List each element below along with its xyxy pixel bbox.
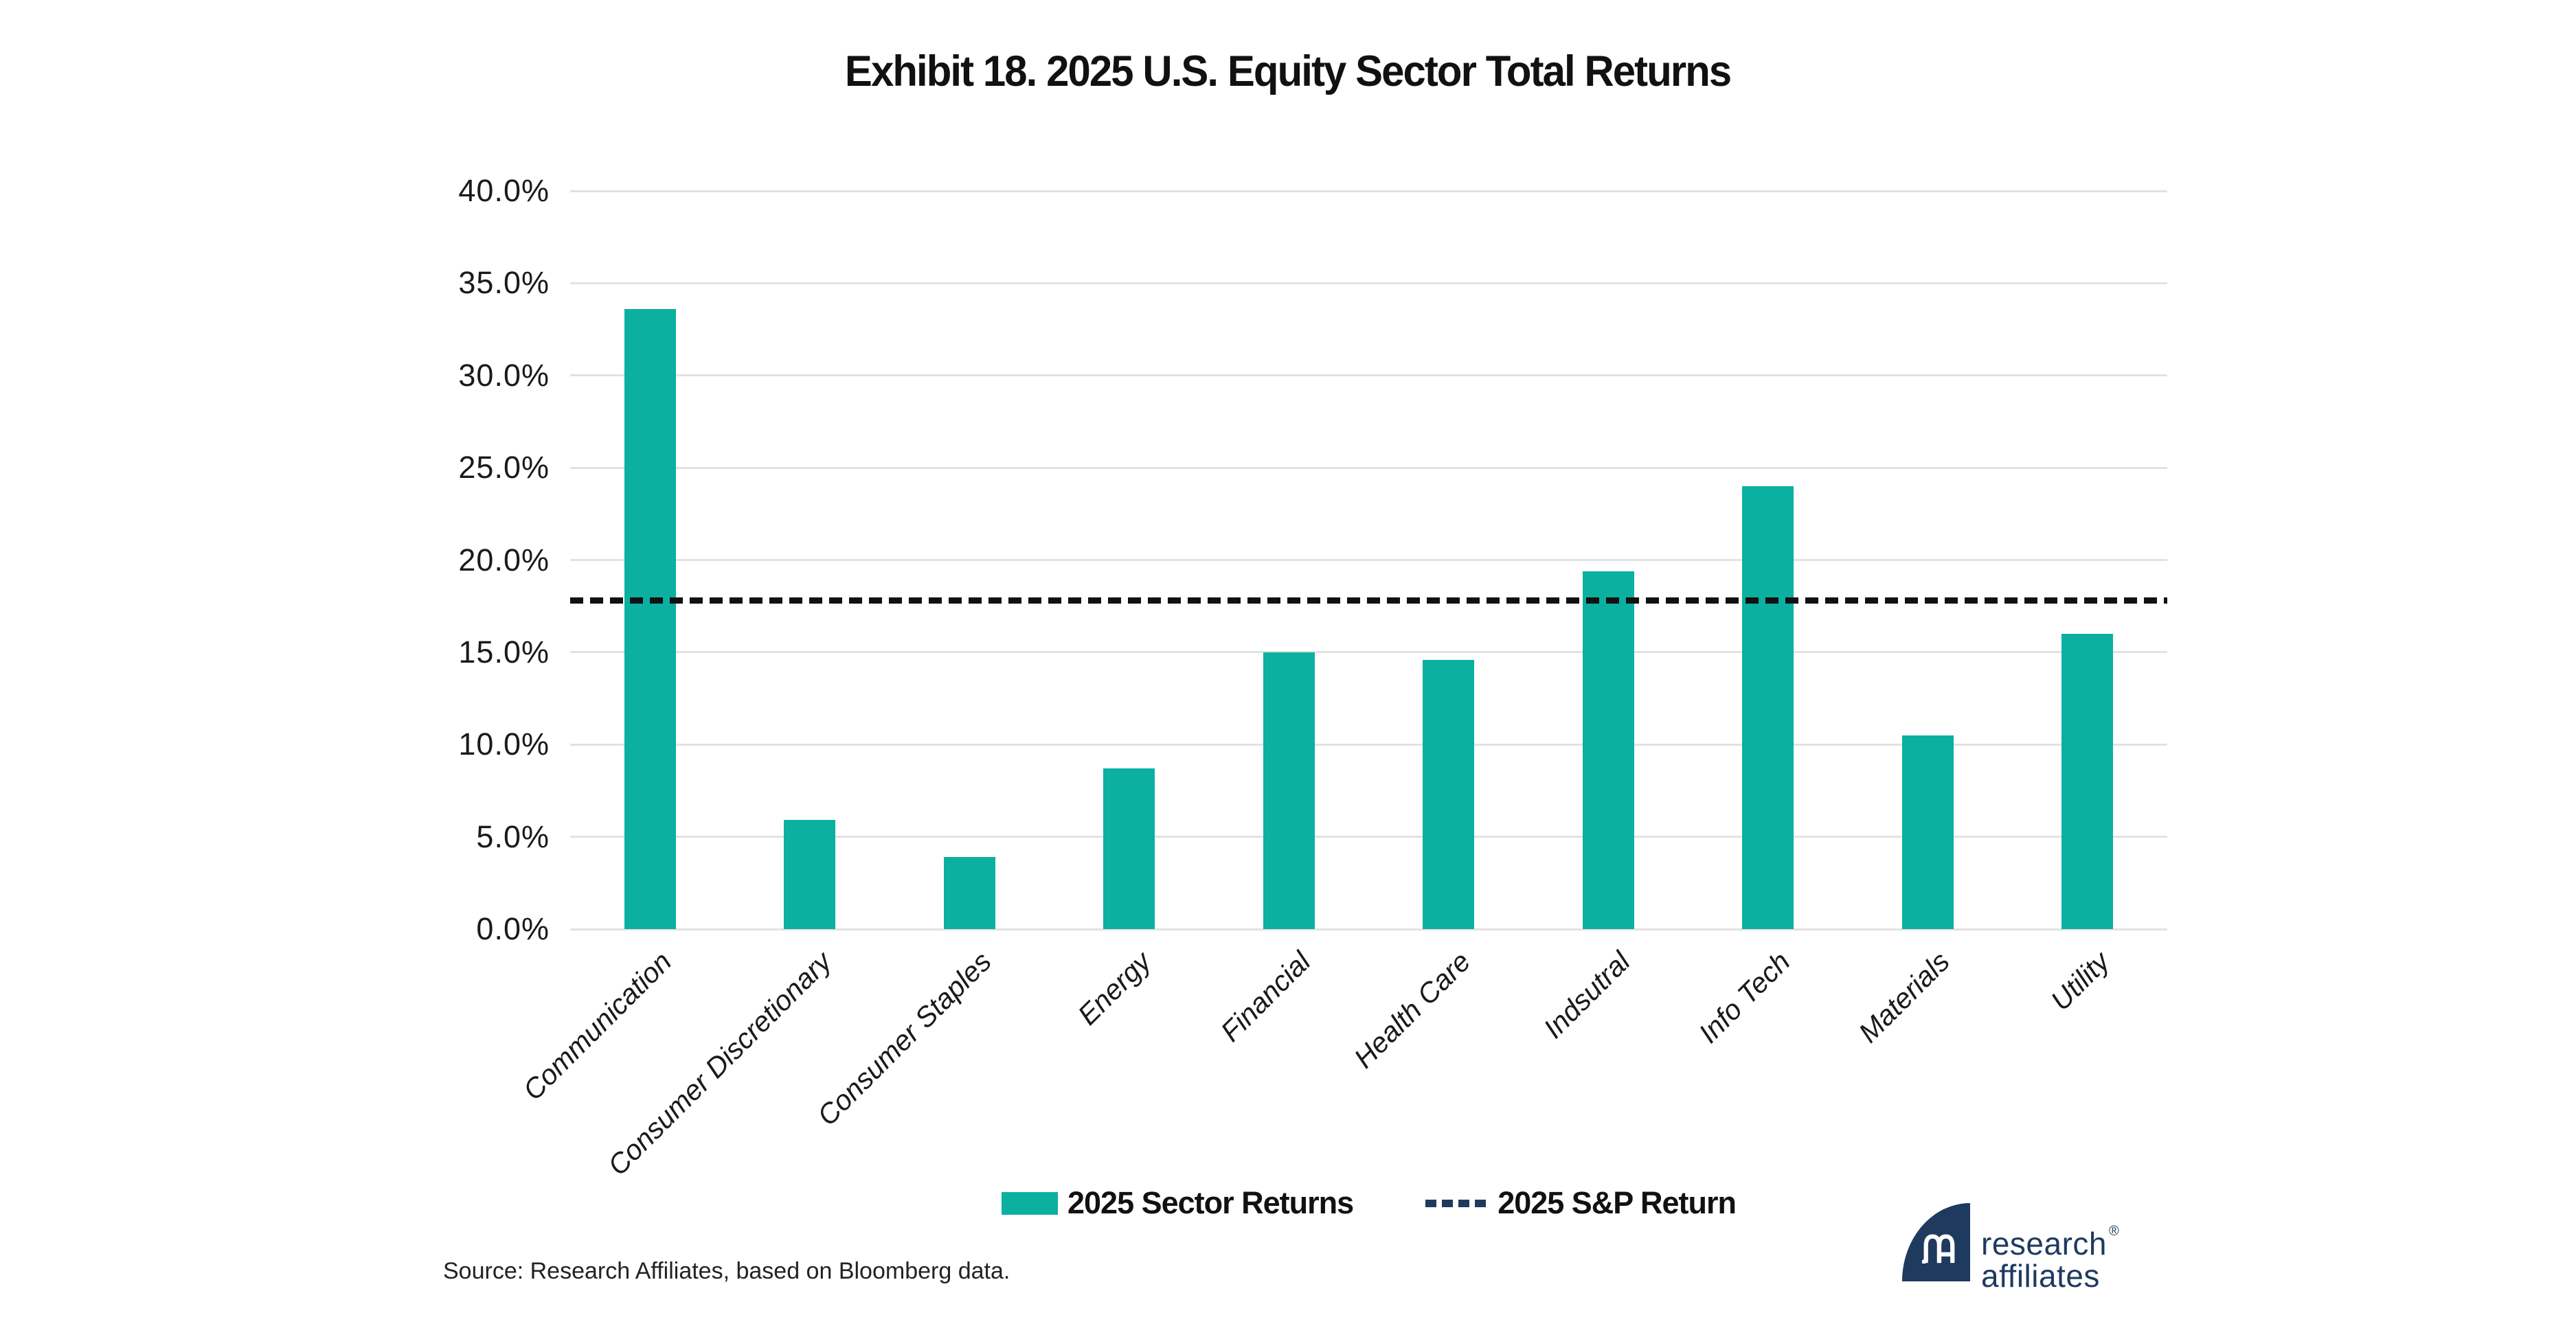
gridline-30 xyxy=(570,374,2167,377)
bar-financial xyxy=(1263,652,1315,929)
bar-consumer-staples xyxy=(943,857,995,929)
legend-item-sp-return: 2025 S&P Return xyxy=(1425,1185,1737,1221)
logo-wordmark: research ® affiliates xyxy=(1981,1215,2119,1292)
logo-line-research: research ® xyxy=(1981,1215,2119,1260)
source-note: Source: Research Affiliates, based on Bl… xyxy=(443,1258,1010,1284)
bar-communication xyxy=(624,309,676,929)
gridline-35 xyxy=(570,282,2167,284)
gridline-15 xyxy=(570,651,2167,654)
bar-health-care xyxy=(1423,659,1475,929)
y-axis-tick-label: 30.0% xyxy=(458,357,550,393)
bar-info-tech xyxy=(1742,486,1794,929)
y-axis-tick-label: 25.0% xyxy=(458,450,550,485)
x-axis-tick-label: Communication xyxy=(517,946,678,1106)
x-axis-tick-label: Utility xyxy=(2044,946,2116,1017)
x-axis-tick-label: Consumer Staples xyxy=(811,946,997,1132)
y-axis-tick-label: 15.0% xyxy=(458,634,550,670)
legend-dashed-line-icon xyxy=(1425,1199,1491,1207)
legend: 2025 Sector Returns 2025 S&P Return xyxy=(570,1185,2167,1221)
x-axis-tick-label: Financial xyxy=(1214,946,1317,1048)
bar-consumer-discretionary xyxy=(784,820,836,929)
x-axis-tick-label: Energy xyxy=(1071,946,1157,1031)
gridline-10 xyxy=(570,743,2167,746)
bar-energy xyxy=(1103,768,1155,929)
y-axis-tick-label: 35.0% xyxy=(458,265,550,301)
gridline-25 xyxy=(570,466,2167,469)
y-axis-tick-label: 20.0% xyxy=(458,542,550,578)
y-axis-tick-label: 10.0% xyxy=(458,727,550,762)
gridline-0 xyxy=(570,928,2167,930)
registered-trademark-icon: ® xyxy=(2108,1224,2120,1239)
ra-monogram-icon xyxy=(1921,1234,1955,1264)
y-axis-tick-label: 40.0% xyxy=(458,173,550,208)
bar-utility xyxy=(2061,634,2114,929)
chart-title-text: Exhibit 18. 2025 U.S. Equity Sector Tota… xyxy=(845,47,1732,95)
gridline-40 xyxy=(570,190,2167,192)
logo-mark xyxy=(1902,1203,1970,1281)
x-axis-tick-label: Materials xyxy=(1852,946,1956,1049)
y-axis-tick-label: 5.0% xyxy=(476,819,550,854)
legend-swatch-icon xyxy=(1001,1191,1058,1215)
logo-word-research: research xyxy=(1981,1226,2107,1261)
y-axis-tick-label: 0.0% xyxy=(476,911,550,946)
logo-line-affiliates: affiliates xyxy=(1981,1258,2100,1294)
chart-title: Exhibit 18. 2025 U.S. Equity Sector Tota… xyxy=(0,47,2576,96)
legend-label-sp-return: 2025 S&P Return xyxy=(1498,1185,1737,1220)
research-affiliates-logo: research ® affiliates xyxy=(1902,1203,2119,1292)
legend-label-sector-returns: 2025 Sector Returns xyxy=(1067,1185,1354,1220)
gridline-5 xyxy=(570,836,2167,838)
bar-indsutral xyxy=(1582,571,1634,929)
x-axis-tick-label: Info Tech xyxy=(1692,946,1796,1049)
gridline-20 xyxy=(570,559,2167,561)
x-axis-tick-label: Indsutral xyxy=(1537,946,1636,1044)
x-axis-tick-label: Health Care xyxy=(1348,946,1477,1075)
legend-item-sector-returns: 2025 Sector Returns xyxy=(1001,1185,1354,1221)
sp-return-reference-line xyxy=(570,597,2167,604)
bar-materials xyxy=(1901,735,1954,929)
